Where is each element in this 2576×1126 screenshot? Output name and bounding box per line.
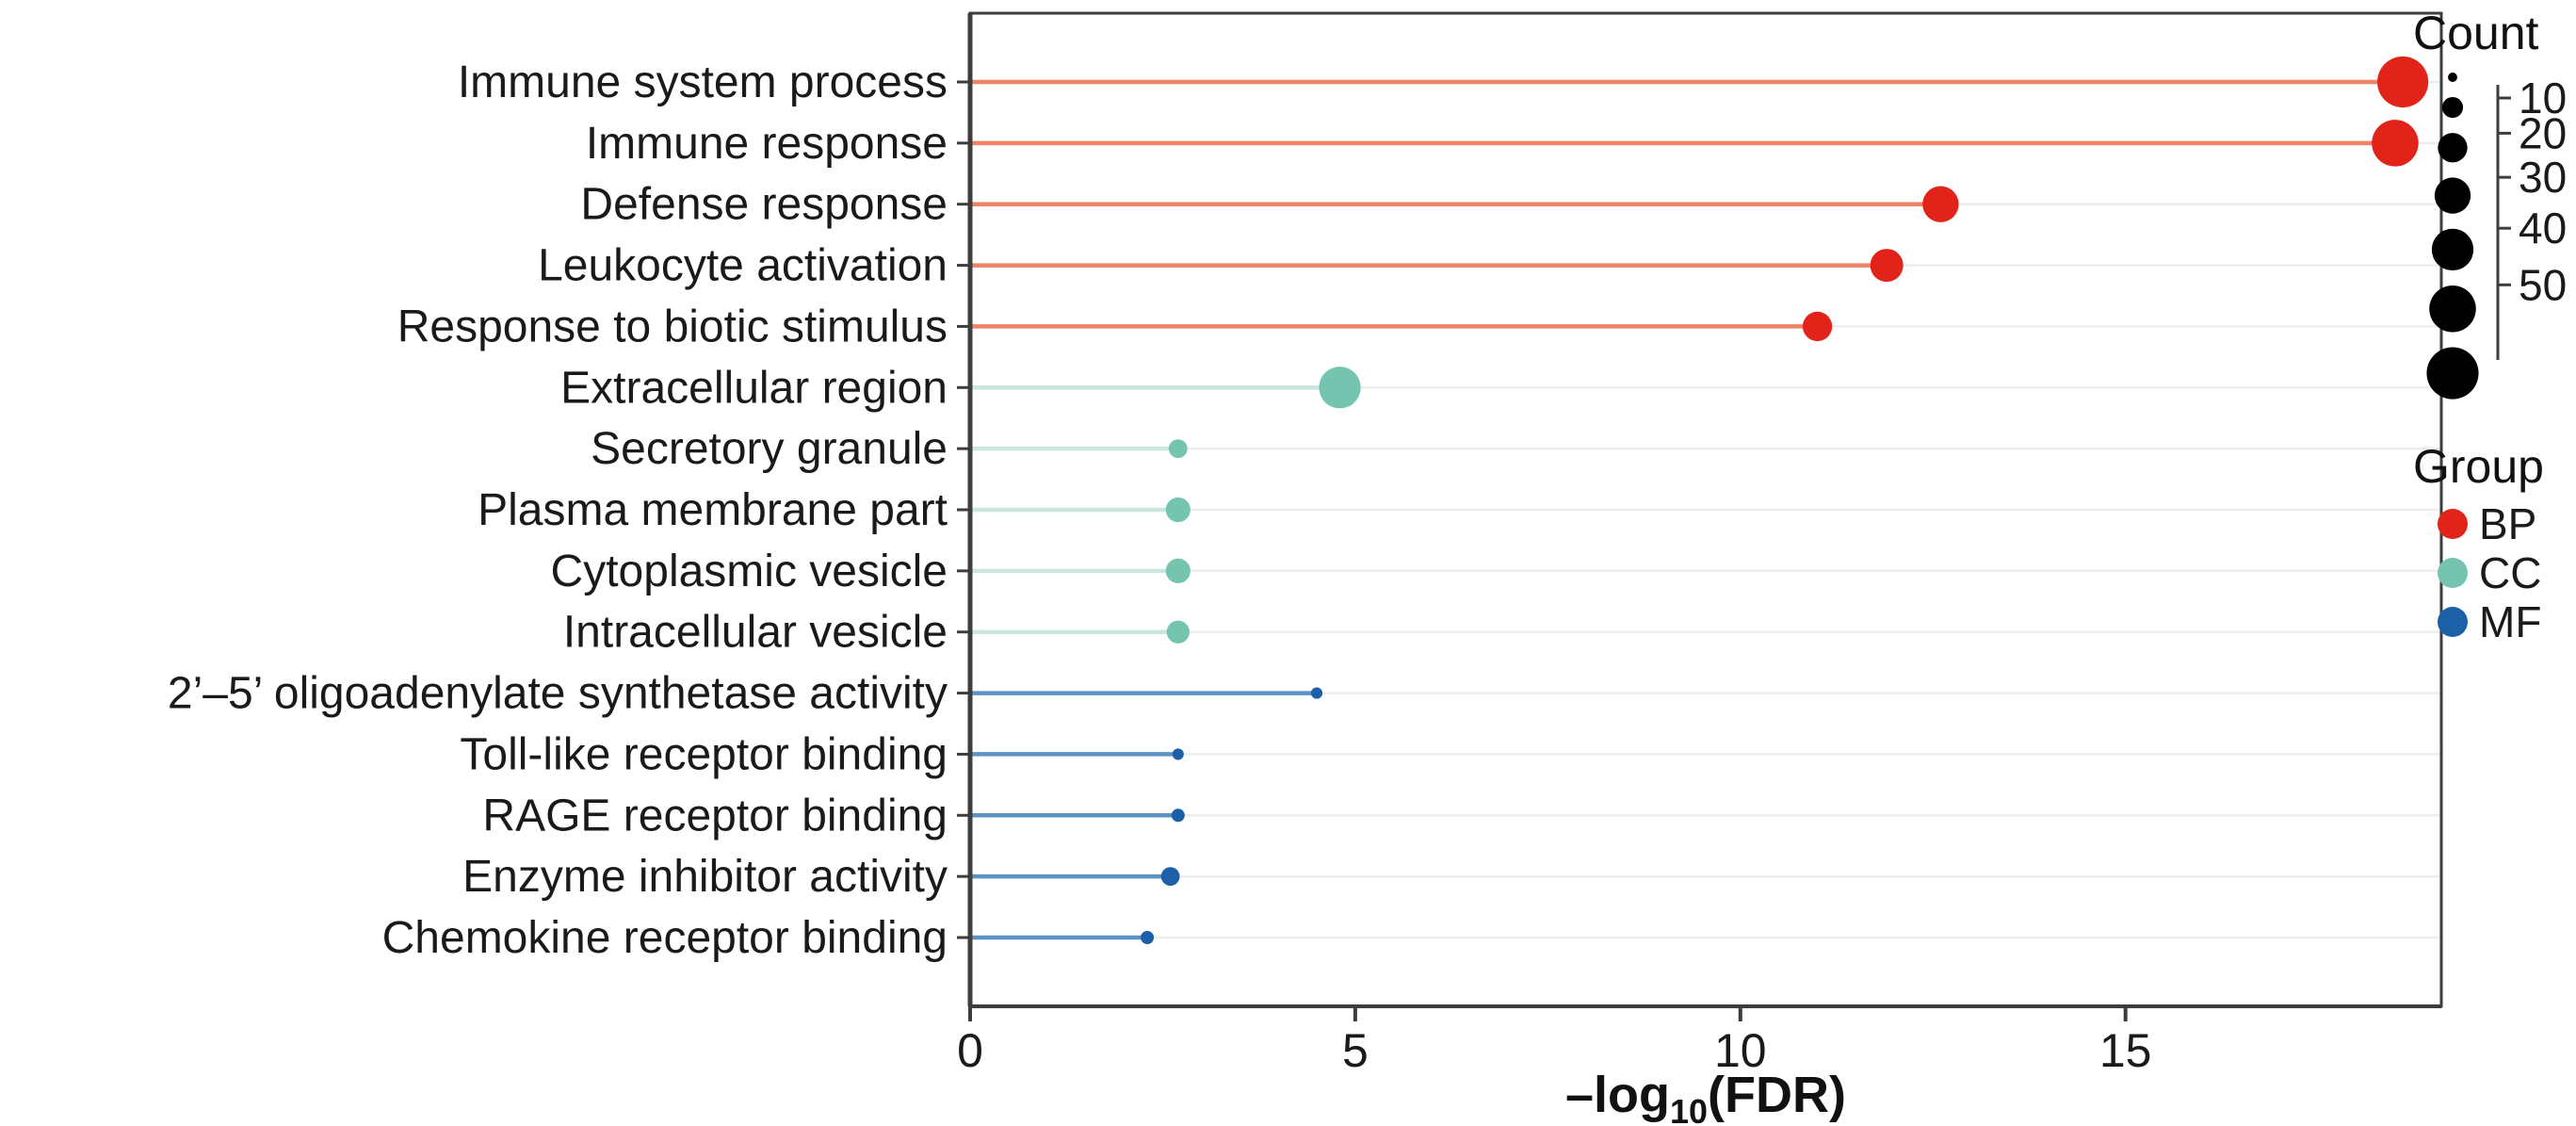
- category-label: Leukocyte activation: [538, 241, 948, 291]
- data-point: [1171, 808, 1185, 823]
- x-axis-title-subscript: 10: [1670, 1091, 1709, 1126]
- data-point: [1802, 311, 1833, 342]
- legend-size-circle: [2429, 286, 2476, 333]
- legend-size-circle: [2438, 133, 2468, 163]
- x-tick-label: 0: [957, 1024, 983, 1077]
- x-tick-label: 15: [2099, 1024, 2152, 1077]
- data-point: [1165, 558, 1191, 583]
- legend-group-label: BP: [2479, 499, 2536, 548]
- legend-group-dot: [2438, 509, 2468, 539]
- legend-size-circle: [2426, 347, 2479, 400]
- legend-size-circle: [2431, 228, 2474, 271]
- category-label: Plasma membrane part: [478, 485, 948, 535]
- category-label: Intracellular vesicle: [563, 608, 948, 658]
- data-point: [1319, 367, 1361, 409]
- category-label: Cytoplasmic vesicle: [551, 547, 948, 596]
- legend-size-label: 50: [2519, 260, 2567, 309]
- legend-size-label: 30: [2519, 153, 2567, 202]
- data-point: [1141, 931, 1155, 944]
- legend-size-circle: [2434, 177, 2471, 214]
- legend-group-label: MF: [2479, 597, 2541, 646]
- category-label: Immune response: [586, 119, 948, 169]
- data-point: [1166, 620, 1190, 644]
- data-point: [1870, 249, 1904, 283]
- data-point: [1310, 687, 1323, 699]
- category-label: Toll-like receptor binding: [460, 729, 948, 779]
- legend-group-dot: [2438, 607, 2468, 637]
- data-point: [1922, 186, 1959, 222]
- data-point: [1172, 748, 1184, 760]
- legend-group-dot: [2438, 558, 2468, 588]
- legend-size-label: 10: [2519, 73, 2567, 122]
- category-label: Enzyme inhibitor activity: [462, 852, 948, 902]
- x-axis-title: –log10(FDR): [970, 1069, 2441, 1126]
- category-label: 2’–5’ oligoadenylate synthetase activity: [168, 669, 948, 719]
- x-axis-title-suffix: (FDR): [1708, 1067, 1846, 1123]
- category-label: Chemokine receptor binding: [382, 913, 948, 963]
- category-label: RAGE receptor binding: [482, 791, 948, 840]
- data-point: [1160, 867, 1180, 887]
- x-tick-label: 10: [1714, 1024, 1767, 1077]
- data-point: [2376, 56, 2429, 108]
- category-label: Response to biotic stimulus: [397, 302, 948, 351]
- category-label: Secretory granule: [591, 424, 948, 474]
- data-point: [1168, 439, 1188, 459]
- legend-size-label: 40: [2519, 204, 2567, 253]
- legend-count-title: Count: [2413, 7, 2539, 59]
- legend-size-circle: [2441, 96, 2464, 119]
- data-point: [2372, 120, 2419, 167]
- category-label: Immune system process: [458, 57, 948, 107]
- x-axis-title-prefix: –log: [1564, 1067, 1670, 1123]
- category-label: Extracellular region: [560, 363, 948, 413]
- legend-group-label: CC: [2479, 548, 2541, 597]
- category-label: Defense response: [580, 180, 948, 230]
- legend-size-circle: [2448, 73, 2457, 82]
- data-point: [1165, 497, 1191, 523]
- legend-size-label: 20: [2519, 108, 2567, 157]
- x-tick-label: 5: [1342, 1024, 1369, 1077]
- legend-group-title: Group: [2413, 440, 2544, 493]
